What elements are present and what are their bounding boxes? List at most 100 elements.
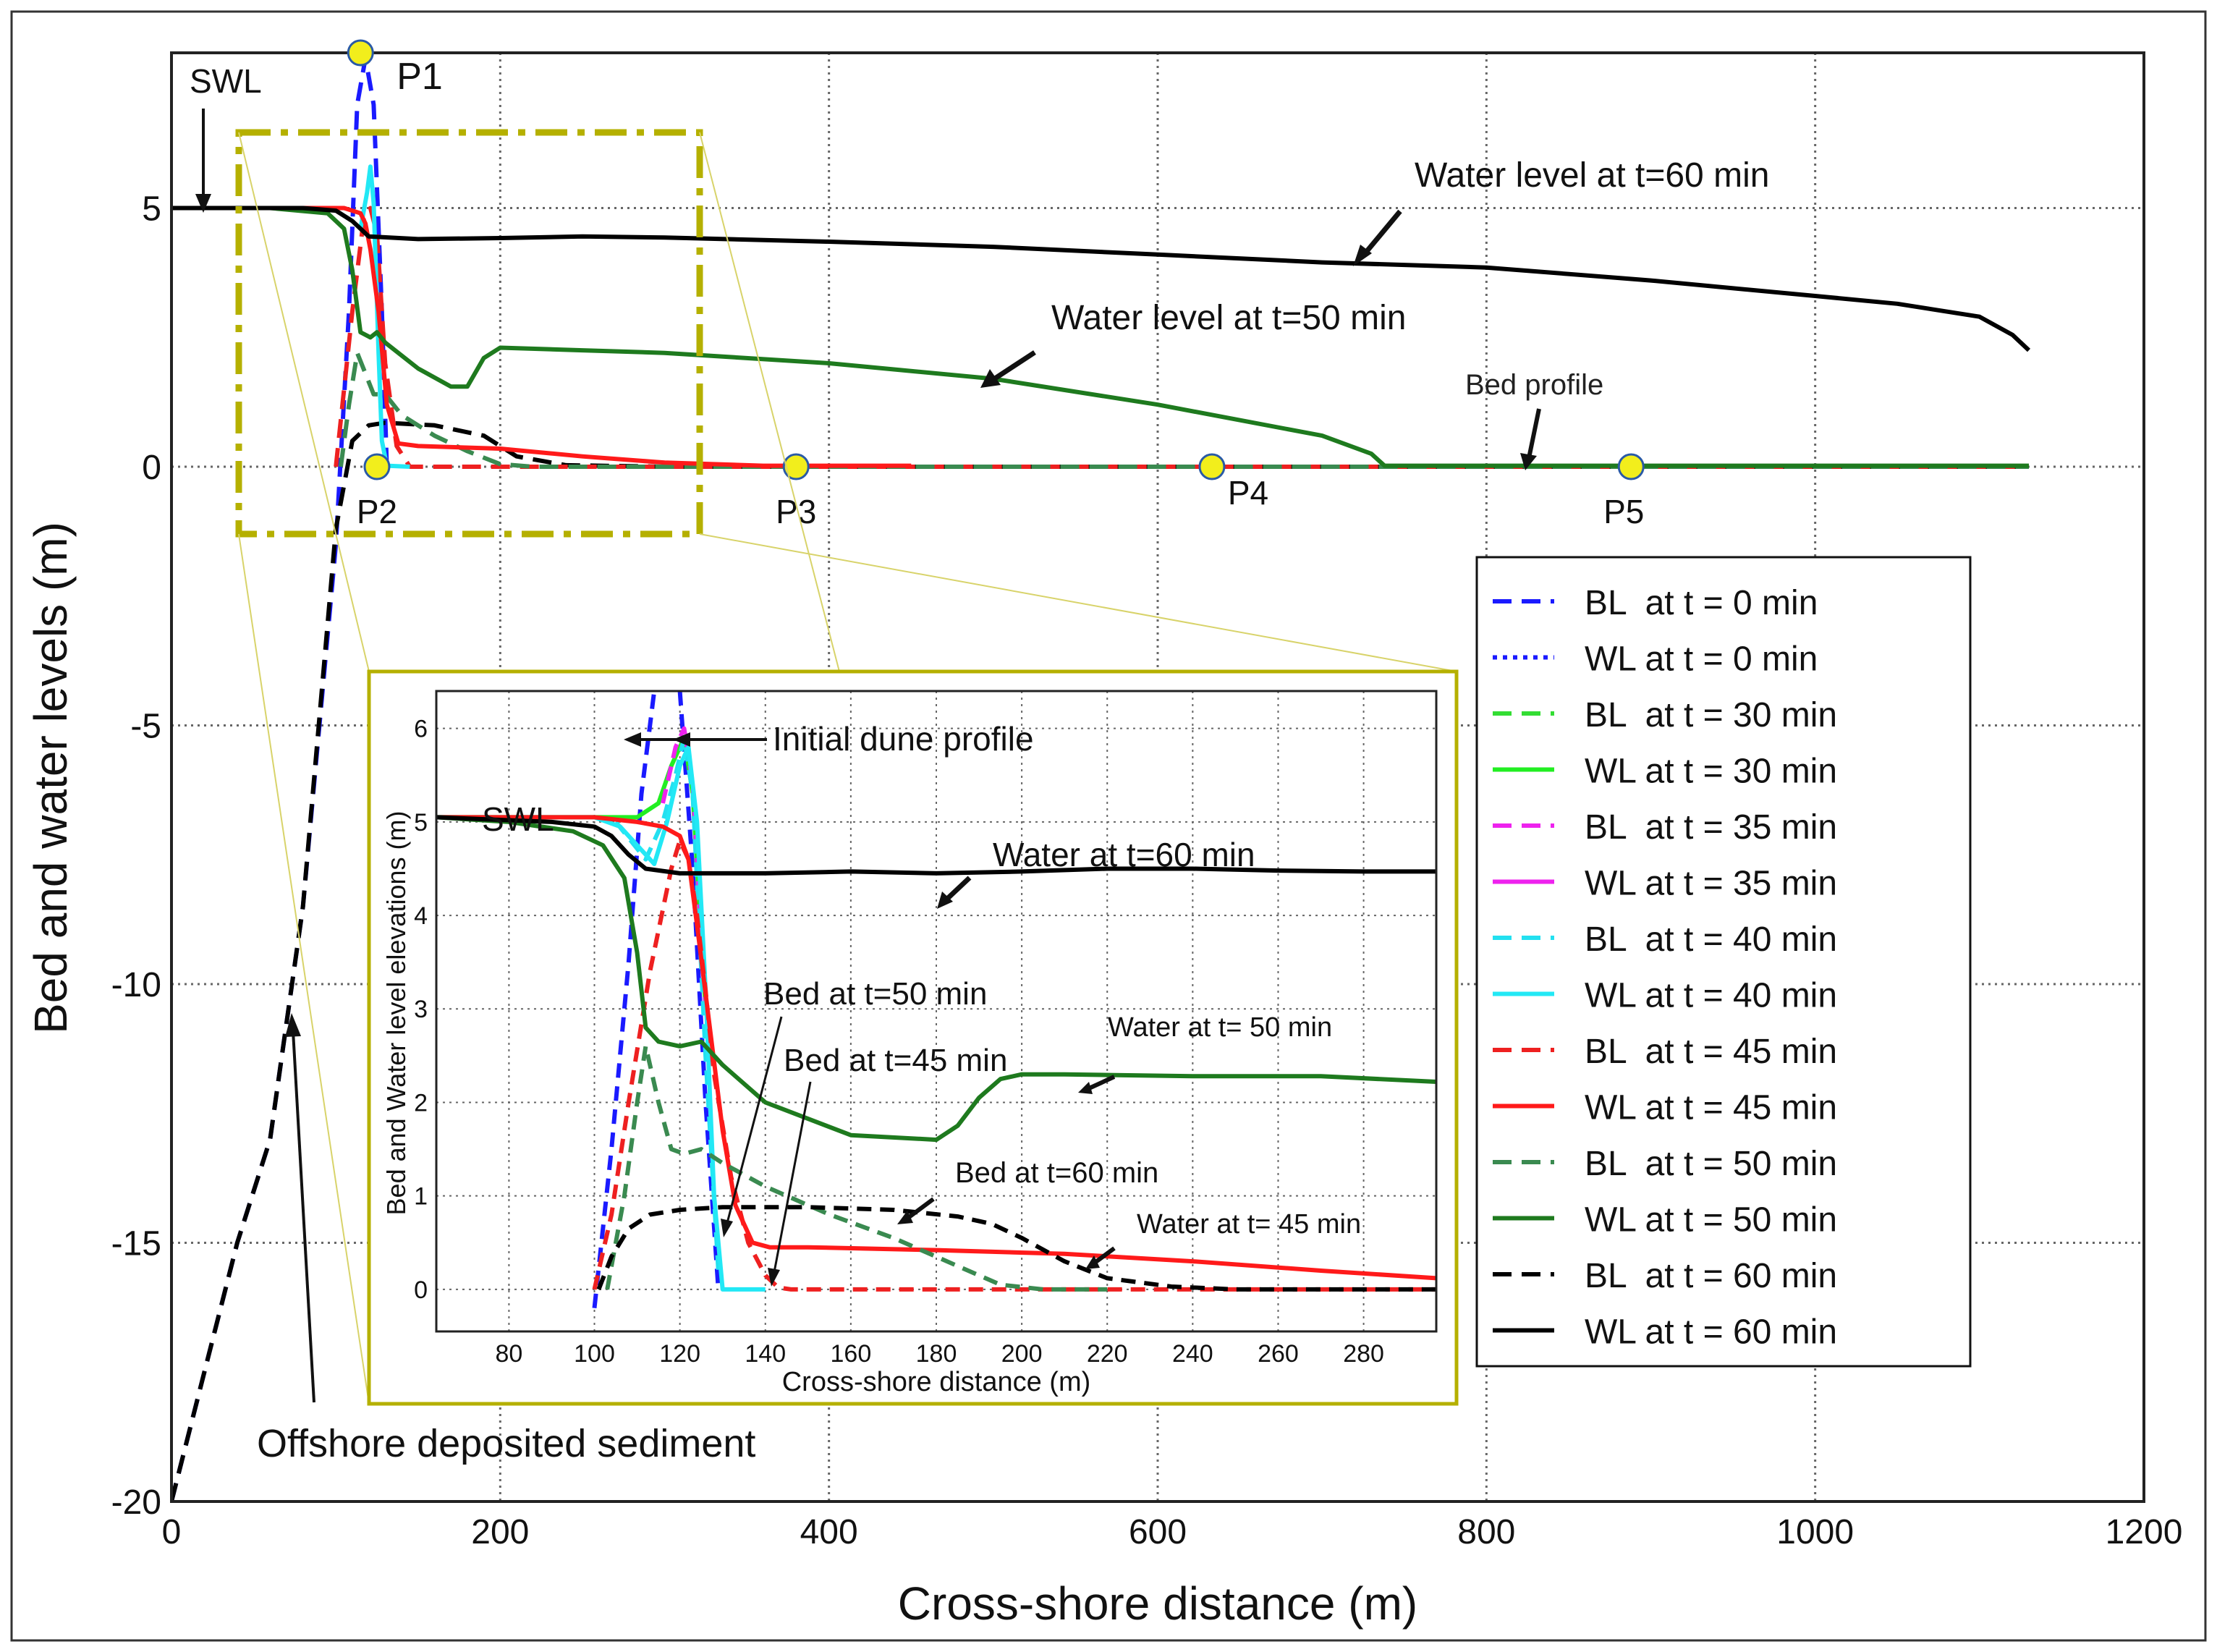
marker-label-p3: P3: [776, 493, 816, 530]
wl60-main-label: Water level at t=60 min: [1415, 156, 1769, 195]
swl-label: SWL: [190, 62, 262, 100]
main-axes-frame: [170, 51, 2145, 1503]
bed-profile-arrow-line: [1527, 408, 1541, 459]
x-tick-label: 140: [745, 1340, 786, 1368]
x-tick-label: 240: [1172, 1340, 1213, 1368]
inset-wl50-arrowhead: [1078, 1082, 1093, 1094]
bed-profile-label: Bed profile: [1465, 369, 1603, 401]
inset-annotations: Initial dune profile SWL Water at t=60 m…: [482, 720, 1361, 1287]
main-y-axis-label: Bed and water levels (m): [25, 522, 77, 1034]
legend: BL at t = 0 min WL at t = 0 min BL at t = …: [1493, 584, 1837, 1352]
inset-bed50-label: Bed at t=50 min: [763, 976, 987, 1012]
legend-label: BL at t = 60 min: [1585, 1257, 1837, 1295]
legend-label: WL at t = 45 min: [1585, 1089, 1837, 1127]
series-bl-at-t-60-min: [171, 420, 2029, 1501]
inset-bed45-label: Bed at t=45 min: [784, 1043, 1007, 1078]
x-tick-label: 220: [1087, 1340, 1128, 1368]
legend-label: WL at t = 30 min: [1585, 753, 1837, 791]
offshore-arrowhead: [285, 1013, 301, 1037]
series-wl-at-t-50-min: [436, 815, 1436, 1143]
legend-label: BL at t = 40 min: [1585, 920, 1837, 959]
wl50-main-label: Water level at t=50 min: [1051, 299, 1406, 337]
legend-label: WL at t = 0 min: [1585, 640, 1818, 679]
inset-axes-frame: [435, 690, 1438, 1333]
inset-wl50-arrow-line: [1086, 1075, 1116, 1091]
series-bl-at-t-50-min: [339, 350, 2029, 469]
y-tick-label: -5: [130, 707, 161, 745]
marker-label-p1: P1: [397, 56, 443, 98]
inset-wl60-label: Water at t=60 min: [993, 836, 1255, 873]
inset-x-axis-label: Cross-shore distance (m): [782, 1367, 1091, 1397]
main-tick-labels: 0 200 400 600 800 1000 1200-20-15-10-505: [111, 190, 2183, 1551]
bed-profile-arrowhead: [1520, 453, 1537, 470]
inset-y-axis-label: Bed and Water level elevations (m): [381, 811, 411, 1216]
y-tick-label: -20: [111, 1483, 161, 1522]
inset-bed50-arrowhead: [721, 1219, 733, 1237]
series-bl-at-t-40-min: [614, 735, 721, 1271]
legend-label: BL at t = 45 min: [1585, 1033, 1837, 1071]
marker-label-p2: P2: [357, 493, 397, 530]
x-tick-label: 160: [831, 1340, 872, 1368]
inset-wl50-label: Water at t= 50 min: [1108, 1012, 1332, 1043]
series-wl-at-t-60-min: [171, 206, 2031, 352]
swl-arrowhead: [195, 194, 211, 213]
legend-label: BL at t = 50 min: [1585, 1145, 1837, 1183]
series-wl-at-t-50-min: [171, 206, 2029, 468]
x-tick-label: 0: [162, 1513, 182, 1551]
x-tick-label: 80: [495, 1340, 522, 1368]
x-tick-label: 100: [574, 1340, 615, 1368]
zoom-indicator: [235, 129, 1457, 1405]
inset-bed60-arrowhead: [897, 1211, 913, 1224]
legend-label: WL at t = 60 min: [1585, 1313, 1837, 1352]
main-x-axis-label: Cross-shore distance (m): [898, 1577, 1417, 1630]
zoom-box: [235, 129, 703, 538]
main-markers: P1 P2 P3 P4 P5: [347, 39, 1645, 530]
zoom-connector-left-bottom: [238, 533, 370, 1405]
x-tick-label: 120: [659, 1340, 700, 1368]
x-tick-label: 800: [1457, 1513, 1515, 1551]
inset-bed60-arrow-line: [907, 1197, 935, 1220]
y-tick-label: 0: [414, 1276, 428, 1304]
y-tick-label: 1: [414, 1183, 428, 1211]
inset-bed50-arrow-line: [726, 1016, 783, 1224]
y-tick-label: -10: [111, 966, 161, 1004]
legend-label: WL at t = 35 min: [1585, 865, 1837, 903]
marker-p5: [1617, 453, 1645, 480]
zoom-connector-left-top: [238, 132, 370, 672]
series-lines: [171, 56, 2031, 1501]
legend-label: WL at t = 40 min: [1585, 977, 1837, 1015]
figure-border: [10, 10, 2207, 1642]
y-tick-label: 0: [142, 449, 161, 487]
series-bl-at-t-0-min: [592, 691, 657, 1309]
legend-label: BL at t = 35 min: [1585, 808, 1837, 847]
offshore-arrow-line: [292, 1030, 315, 1403]
x-tick-label: 200: [471, 1513, 529, 1551]
x-tick-label: 400: [800, 1513, 858, 1551]
series-wl-at-t-40-min: [436, 745, 766, 1292]
series-wl-at-t-45-min: [171, 206, 912, 468]
marker-label-p5: P5: [1603, 493, 1644, 530]
marker-p3: [782, 453, 810, 480]
x-tick-label: 600: [1129, 1513, 1187, 1551]
series-bl-at-t-60-min: [596, 1205, 1436, 1292]
inset-wl60-arrowhead: [937, 891, 953, 909]
y-tick-label: -15: [111, 1224, 161, 1263]
y-tick-label: 5: [142, 190, 161, 228]
marker-label-p4: P4: [1228, 474, 1268, 512]
inset-panel: [367, 669, 1459, 1406]
inset-wl45-label: Water at t= 45 min: [1137, 1209, 1361, 1240]
inset-swl-label: SWL: [482, 800, 554, 838]
marker-p4: [1198, 453, 1226, 480]
main-annotations: SWL Water level at t=60 min Water level …: [190, 62, 1769, 1465]
y-tick-label: 2: [414, 1089, 428, 1117]
series-wl-at-t-60-min: [436, 815, 1436, 876]
main-series: [171, 56, 2031, 1501]
legend-label: BL at t = 0 min: [1585, 584, 1818, 622]
inset-wl45-arrow-line: [1093, 1246, 1116, 1265]
series-bl-at-t-45-min: [334, 206, 2029, 469]
legend-label: WL at t = 50 min: [1585, 1201, 1837, 1240]
zoom-connector-right-bottom: [699, 533, 1457, 672]
inset-wl60-arrow-line: [944, 876, 972, 902]
